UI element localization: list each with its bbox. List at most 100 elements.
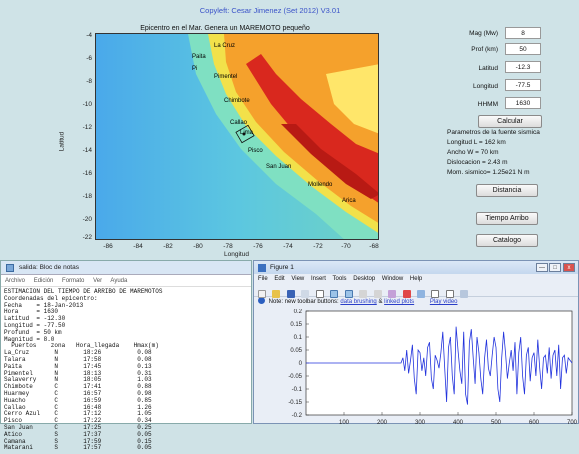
map-x-axis-label: Longitud bbox=[224, 251, 249, 258]
hhmm-input[interactable]: 1630 bbox=[505, 97, 541, 109]
tiempo-arribo-button[interactable]: Tiempo Arribo bbox=[476, 212, 538, 225]
notepad-line: Hora = 1630 bbox=[4, 308, 59, 316]
notepad-line: Huacho C 16:59 0.85 bbox=[4, 396, 152, 404]
results-heading: Parametros de la fuente sismica bbox=[447, 129, 540, 136]
data-cursor-icon[interactable] bbox=[388, 290, 397, 298]
notepad-text-area[interactable]: ESTIMACION DEL TIEMPO DE ARRIBO DE MAREM… bbox=[1, 287, 251, 454]
notepad-line: Fecha = 18-Jan-2013 bbox=[4, 301, 84, 309]
save-icon[interactable] bbox=[286, 290, 295, 298]
epicenter-map[interactable]: La Cruz Paita Pi Pimentel Chimbote Calla… bbox=[95, 33, 379, 240]
menu-desktop[interactable]: Desktop bbox=[353, 276, 376, 282]
maximize-button[interactable]: □ bbox=[549, 263, 561, 272]
link-icon[interactable] bbox=[416, 290, 425, 298]
note-text: Note: new toolbar buttons: bbox=[268, 299, 339, 305]
y-tick-label: 0 bbox=[299, 361, 303, 367]
lat-input[interactable]: -12.3 bbox=[505, 61, 541, 73]
menu-edit[interactable]: Edit bbox=[274, 276, 285, 282]
pointer-icon[interactable] bbox=[315, 290, 324, 298]
y-tick-label: -4 bbox=[86, 32, 92, 39]
prof-input[interactable]: 50 bbox=[505, 43, 541, 55]
catalogo-button[interactable]: Catalogo bbox=[476, 234, 538, 247]
x-tick-label: -78 bbox=[223, 243, 233, 250]
waveform-plot[interactable]: -0.2 -0.15 -0.1 -0.05 0 0.05 0.1 0.15 0.2 100 200 3… bbox=[254, 309, 579, 425]
map-title: Epicentro en el Mar. Genera un MAREMOTO … bbox=[140, 25, 310, 32]
map-y-axis-label: Latitud bbox=[58, 131, 66, 152]
notepad-line: ESTIMACION DEL TIEMPO DE ARRIBO DE MAREM… bbox=[4, 288, 163, 295]
y-tick-label: -12 bbox=[82, 124, 92, 131]
print-icon[interactable] bbox=[301, 290, 310, 298]
menu-tools[interactable]: Tools bbox=[332, 276, 347, 282]
zoom-out-icon[interactable] bbox=[344, 290, 353, 298]
city-label: Pimentel bbox=[214, 74, 238, 80]
x-tick-label: 100 bbox=[339, 420, 350, 425]
linked-plots-link[interactable]: linked plots bbox=[384, 299, 415, 305]
menu-formato[interactable]: Formato bbox=[62, 278, 85, 284]
menu-edicion[interactable]: Edición bbox=[33, 278, 54, 284]
data-brushing-link[interactable]: data brushing bbox=[340, 299, 377, 305]
x-tick-label: 500 bbox=[491, 420, 502, 425]
x-tick-label: 200 bbox=[377, 420, 388, 425]
open-icon[interactable] bbox=[272, 290, 281, 298]
menu-insert[interactable]: Insert bbox=[310, 276, 326, 282]
topography-map bbox=[96, 34, 378, 239]
city-label: Callao bbox=[230, 120, 248, 126]
copyleft-title: Copyleft: Cesar Jimenez (Set 2012) V3.01 bbox=[199, 6, 341, 15]
brush-icon[interactable] bbox=[402, 290, 411, 298]
lon-input[interactable]: -77.5 bbox=[505, 79, 541, 91]
calcular-button[interactable]: Calcular bbox=[478, 115, 542, 128]
close-button[interactable]: x bbox=[563, 263, 575, 272]
city-label: Paita bbox=[192, 54, 206, 60]
x-tick-label: -70 bbox=[341, 243, 351, 250]
y-tick-label: -18 bbox=[82, 193, 92, 200]
x-tick-label: -80 bbox=[193, 243, 203, 250]
x-tick-label: 300 bbox=[415, 420, 426, 425]
legend-icon[interactable] bbox=[445, 290, 454, 298]
distancia-button[interactable]: Distancia bbox=[476, 184, 538, 197]
zoom-in-icon[interactable] bbox=[330, 290, 339, 298]
notepad-line: Talara N 17:58 0.08 bbox=[4, 355, 152, 363]
notepad-window: salida: Bloc de notas Archivo Edición Fo… bbox=[0, 260, 252, 451]
notepad-line: Paita N 17:45 0.13 bbox=[4, 362, 152, 370]
notepad-line: Profund = 50 km bbox=[4, 328, 62, 336]
city-label: Lima bbox=[240, 130, 254, 136]
plot-tools-icon[interactable] bbox=[460, 290, 469, 298]
city-label: San Juan bbox=[266, 164, 292, 170]
menu-view[interactable]: View bbox=[291, 276, 305, 282]
notepad-title: salida: Bloc de notas bbox=[19, 264, 79, 271]
notepad-line: Magnitud = 8.0 bbox=[4, 335, 55, 343]
figure1-titlebar[interactable]: Figure 1 — □ x bbox=[254, 261, 578, 274]
y-tick-label: 0.1 bbox=[294, 335, 303, 341]
result-momento: Mom. sismico= 1.25e21 N m bbox=[447, 169, 530, 176]
figure1-window: Figure 1 — □ x File Edit View Insert Too… bbox=[253, 260, 579, 425]
mag-label: Mag (Mw) bbox=[469, 30, 498, 37]
notepad-line: Puertos zona Hora_llegada Hmax(m) bbox=[4, 342, 159, 350]
menu-help[interactable]: Help bbox=[409, 276, 423, 282]
minimize-button[interactable]: — bbox=[536, 263, 548, 272]
x-tick-label: -74 bbox=[283, 243, 293, 250]
lat-label: Latitud bbox=[478, 65, 498, 72]
menu-ver[interactable]: Ver bbox=[93, 278, 103, 284]
play-video-link[interactable]: Play video bbox=[429, 299, 458, 305]
menu-file[interactable]: File bbox=[258, 276, 268, 282]
new-figure-icon[interactable] bbox=[258, 290, 266, 298]
y-tick-label: -0.1 bbox=[292, 387, 303, 393]
menu-archivo[interactable]: Archivo bbox=[5, 278, 26, 284]
toolbar-note: Note: new toolbar buttons: data brushing… bbox=[254, 297, 578, 308]
x-tick-label: -68 bbox=[369, 243, 379, 250]
hhmm-label: HHMM bbox=[477, 101, 498, 108]
colorbar-icon[interactable] bbox=[431, 290, 440, 298]
pan-icon[interactable] bbox=[359, 290, 368, 298]
notepad-line: Cerro Azul C 17:12 1.05 bbox=[4, 410, 152, 418]
menu-window[interactable]: Window bbox=[381, 276, 404, 282]
notepad-titlebar[interactable]: salida: Bloc de notas bbox=[1, 261, 251, 275]
menu-ayuda[interactable]: Ayuda bbox=[110, 278, 128, 284]
notepad-line: Matarani S 17:57 0.05 bbox=[4, 444, 152, 452]
city-label: Mollendo bbox=[308, 182, 333, 188]
notepad-line: Callao C 16:48 1.26 bbox=[4, 403, 152, 411]
x-tick-label: -84 bbox=[133, 243, 143, 250]
result-dislocacion: Dislocacion = 2.43 m bbox=[447, 159, 508, 166]
rotate-icon[interactable] bbox=[373, 290, 382, 298]
city-label: La Cruz bbox=[214, 43, 236, 49]
city-label: Arica bbox=[342, 198, 356, 204]
mag-input[interactable]: 8 bbox=[505, 27, 541, 39]
